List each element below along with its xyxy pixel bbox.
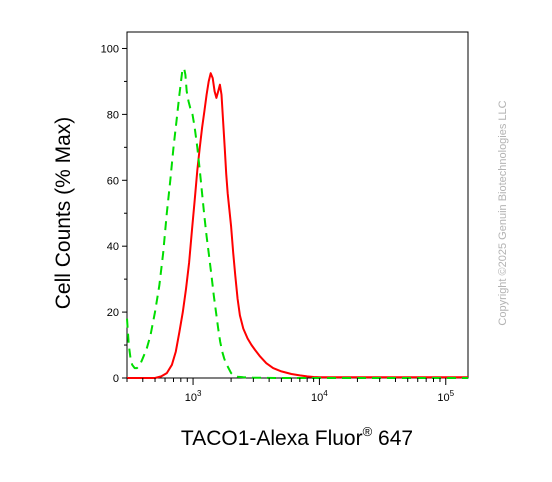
y-tick-label: 100 (101, 43, 119, 55)
x-axis-ticks: 103 104 105 (126, 378, 455, 404)
y-tick-label: 20 (107, 307, 119, 319)
series-line-1 (127, 72, 468, 379)
x-tick-label: 104 (311, 389, 328, 404)
x-tick-label-exponent: 4 (323, 389, 328, 398)
x-axis-label-superscript: ® (363, 424, 373, 439)
x-tick-label-exponent: 3 (197, 389, 202, 398)
x-tick-label-base: 10 (185, 392, 197, 404)
x-axis-label-main: TACO1-Alexa Fluor (181, 427, 363, 450)
y-axis-ticks: 0 20 40 60 80 100 (101, 43, 127, 385)
x-tick-label-base: 10 (437, 392, 449, 404)
x-axis-label-suffix: 647 (372, 427, 413, 450)
plot-frame (126, 31, 469, 379)
x-tick-label-base: 10 (311, 392, 323, 404)
y-tick-label: 60 (107, 175, 119, 187)
x-tick-label: 103 (185, 389, 202, 404)
copyright-watermark: Copyright ©2025 Genuin Biotechnologies L… (497, 100, 509, 325)
y-axis-label: Cell Counts (% Max) (52, 117, 75, 310)
y-tick-label: 80 (107, 109, 119, 121)
series-layer (126, 67, 468, 379)
x-tick-label: 105 (437, 389, 454, 404)
y-tick-label: 0 (113, 373, 119, 385)
plot-border (126, 31, 469, 379)
series-line-2 (126, 67, 468, 379)
x-axis-label: TACO1-Alexa Fluor® 647 (181, 424, 413, 450)
x-tick-label-exponent: 5 (450, 389, 455, 398)
y-tick-label: 40 (107, 241, 119, 253)
